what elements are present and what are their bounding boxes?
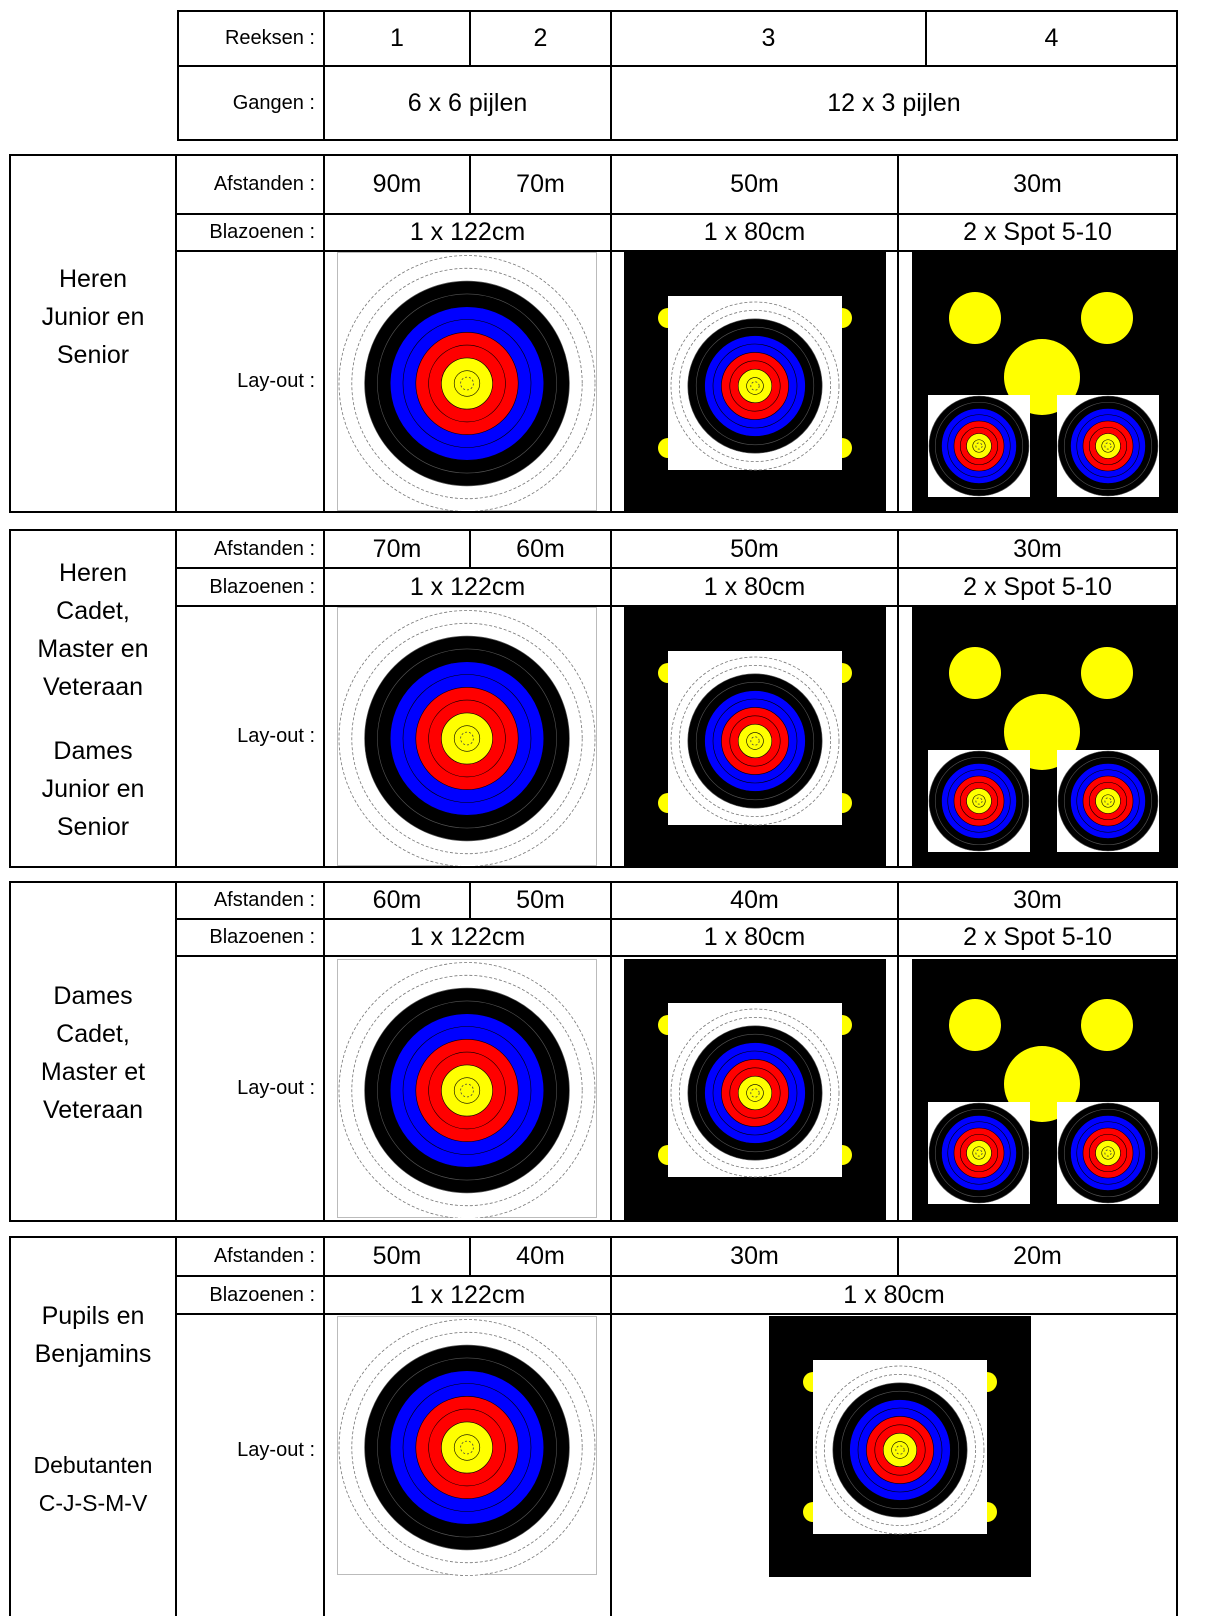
afstanden-label: Afstanden :: [213, 1245, 315, 1267]
distance-4: 30m: [1013, 170, 1062, 198]
distance-1: 70m: [372, 534, 422, 563]
reeks-4: 4: [1044, 24, 1059, 52]
target-80cm: [624, 607, 886, 866]
blazoenen-label: Blazoenen :: [209, 221, 315, 243]
distance-2: 50m: [516, 886, 565, 914]
group-label-2: Debutanten C-J-S-M-V: [33, 1451, 153, 1516]
face-80: 1 x 80cm: [703, 218, 806, 246]
reeks-2: 2: [533, 24, 548, 52]
face-spot: 2 x Spot 5-10: [963, 572, 1112, 601]
gangen-12x3: 12 x 3 pijlen: [827, 88, 961, 117]
target-80cm: [769, 1316, 1031, 1616]
blazoenen-label: Blazoenen :: [209, 1283, 315, 1306]
afstanden-label: Afstanden :: [213, 537, 315, 560]
face-122: 1 x 122cm: [409, 572, 526, 601]
distance-1: 50m: [372, 1242, 422, 1270]
target-spot-5-10: [912, 959, 1176, 1220]
blazoenen-label: Blazoenen :: [209, 575, 315, 598]
group-label-2: Dames Junior en Senior: [41, 736, 145, 841]
target-122cm: [337, 959, 597, 1218]
reeks-3: 3: [761, 24, 776, 52]
gangen-label: Gangen :: [232, 91, 315, 114]
afstanden-label: Afstanden :: [213, 889, 315, 911]
distance-2: 40m: [516, 1242, 565, 1270]
distance-1: 90m: [372, 170, 422, 198]
target-122cm: [337, 607, 597, 866]
layout-label: Lay-out :: [237, 725, 315, 747]
face-spot: 2 x Spot 5-10: [963, 218, 1112, 246]
group-label: Heren Junior en Senior: [41, 264, 145, 369]
distance-3: 50m: [730, 534, 779, 563]
face-80: 1 x 80cm: [703, 572, 806, 601]
layout-label: Lay-out :: [237, 1438, 315, 1461]
target-80cm: [624, 959, 886, 1220]
distance-3: 40m: [730, 886, 779, 914]
distance-3: 50m: [730, 170, 779, 198]
distance-2: 60m: [516, 534, 565, 563]
layout-label: Lay-out :: [237, 1077, 315, 1099]
distance-4: 30m: [1013, 534, 1062, 563]
reeks-1: 1: [390, 24, 404, 52]
distance-4: 30m: [1013, 886, 1062, 914]
distance-3: 30m: [730, 1242, 779, 1270]
gangen-6x6: 6 x 6 pijlen: [407, 88, 528, 117]
target-122cm: [337, 1316, 597, 1616]
target-spot-5-10: [912, 252, 1176, 511]
afstanden-label: Afstanden :: [213, 173, 315, 195]
face-122: 1 x 122cm: [409, 218, 526, 246]
group-label: Dames Cadet, Master et Veteraan: [40, 982, 146, 1124]
group-label: Pupils en Benjamins: [34, 1301, 152, 1368]
face-80: 1 x 80cm: [843, 1280, 945, 1309]
blazoenen-label: Blazoenen :: [209, 926, 315, 948]
layout-label: Lay-out :: [237, 370, 315, 392]
target-spot-5-10: [912, 607, 1176, 866]
group-label: Heren Cadet, Master en Veteraan: [37, 559, 149, 701]
distance-2: 70m: [516, 170, 565, 198]
face-122: 1 x 122cm: [409, 1280, 526, 1309]
face-spot: 2 x Spot 5-10: [963, 923, 1112, 951]
distance-1: 60m: [372, 886, 422, 914]
distance-4: 20m: [1013, 1242, 1062, 1270]
face-80: 1 x 80cm: [703, 923, 806, 951]
reeksen-label: Reeksen :: [224, 27, 315, 49]
target-80cm: [624, 252, 886, 511]
face-122: 1 x 122cm: [409, 923, 526, 951]
target-122cm: [337, 252, 597, 511]
